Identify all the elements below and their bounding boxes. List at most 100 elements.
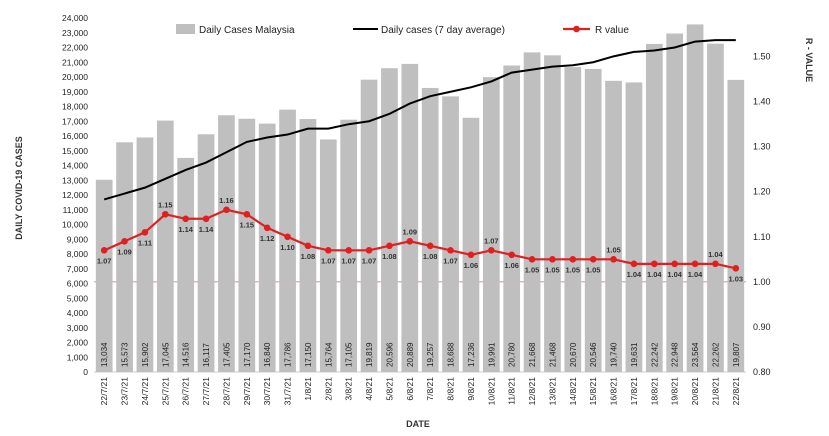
x-axis-tick-label: 8/8/21 bbox=[446, 377, 456, 401]
bars-group bbox=[95, 24, 745, 373]
axes-group: 0 1,000 2,000 3,000 4,000 5,000 6,000 7,000 8,00… bbox=[62, 13, 771, 405]
bar bbox=[544, 55, 561, 373]
r-value-point bbox=[651, 260, 658, 268]
y-axis-left-tick: 14,000 bbox=[62, 161, 88, 171]
r-value-label: 1.07 bbox=[484, 236, 499, 245]
legend: Daily Cases Malaysia Daily cases (7 day a… bbox=[176, 24, 629, 36]
bar bbox=[421, 87, 439, 372]
bar-value-label: 22,948 bbox=[671, 342, 680, 367]
r-value-label: 1.16 bbox=[219, 196, 234, 205]
y-axis-left-tick: 4,000 bbox=[67, 308, 89, 318]
average-line-group bbox=[103, 39, 736, 201]
x-axis-tick-label: 29/7/21 bbox=[242, 377, 252, 406]
y-axis-left-tick: 23,000 bbox=[62, 28, 88, 38]
bar bbox=[625, 82, 643, 372]
r-value-point bbox=[528, 256, 536, 263]
r-value-label: 1.06 bbox=[504, 261, 519, 270]
x-axis-tick-label: 27/7/21 bbox=[201, 377, 211, 406]
r-value-point bbox=[610, 256, 617, 263]
bar-value-label: 17,150 bbox=[304, 342, 313, 367]
bar bbox=[258, 123, 276, 372]
y-axis-left-tick: 8,000 bbox=[67, 249, 89, 259]
r-value-label: 1.12 bbox=[260, 234, 275, 243]
r-value-point bbox=[284, 233, 291, 241]
r-value-label: 1.09 bbox=[403, 227, 418, 236]
y-axis-right-title: R - VALUE bbox=[804, 38, 814, 82]
legend-label-bar: Daily Cases Malaysia bbox=[199, 25, 295, 36]
r-value-label: 1.09 bbox=[117, 247, 132, 256]
r-value-label: 1.11 bbox=[138, 238, 152, 247]
bar bbox=[707, 43, 724, 372]
x-axis-tick-label: 11/8/21 bbox=[507, 377, 517, 405]
x-axis-tick-label: 22/8/21 bbox=[731, 377, 741, 406]
x-axis-tick-label: 25/7/21 bbox=[160, 377, 170, 406]
y-axis-right-tick: 0.90 bbox=[753, 322, 771, 332]
r-value-label: 1.07 bbox=[321, 256, 336, 265]
bar bbox=[401, 63, 419, 373]
y-axis-left-tick: 11,000 bbox=[63, 205, 89, 215]
r-value-label: 1.06 bbox=[464, 261, 479, 270]
r-value-point bbox=[141, 228, 149, 236]
y-axis-left-tick: 7,000 bbox=[67, 264, 89, 274]
y-axis-right-tick: 1.10 bbox=[753, 232, 771, 242]
r-value-point bbox=[202, 215, 210, 223]
r-value-point bbox=[630, 260, 638, 268]
bar-value-label: 22,242 bbox=[650, 342, 659, 367]
bar-value-label: 19,631 bbox=[630, 342, 639, 367]
r-value-point bbox=[549, 256, 556, 263]
r-value-label: 1.05 bbox=[586, 265, 601, 274]
r-value-label: 1.08 bbox=[423, 252, 438, 261]
y-axis-left-tick: 22,000 bbox=[62, 43, 88, 53]
x-axis-tick-label: 7/8/21 bbox=[425, 377, 435, 401]
r-value-point bbox=[162, 210, 169, 218]
r-value-point bbox=[426, 242, 434, 250]
r-value-point bbox=[467, 251, 475, 259]
x-axis-tick-label: 13/8/21 bbox=[547, 377, 557, 406]
bar-value-label: 17,045 bbox=[161, 342, 170, 367]
y-axis-right-tick: 1.40 bbox=[753, 97, 771, 107]
bar-value-label: 23,564 bbox=[691, 342, 700, 367]
r-value-point bbox=[671, 260, 678, 268]
r-value-label: 1.08 bbox=[382, 252, 397, 261]
x-axis-tick-label: 23/7/21 bbox=[120, 377, 130, 406]
bar bbox=[645, 43, 663, 372]
x-axis-tick-label: 22/7/21 bbox=[99, 377, 109, 406]
r-value-label: 1.04 bbox=[647, 270, 662, 279]
bar bbox=[381, 68, 398, 373]
y-axis-left-tick: 15,000 bbox=[62, 146, 88, 156]
y-axis-left-tick: 0 bbox=[83, 367, 88, 377]
bar-value-label: 17,405 bbox=[222, 342, 231, 367]
y-axis-left-tick: 16,000 bbox=[62, 131, 88, 141]
y-axis-left-tick: 3,000 bbox=[67, 323, 89, 333]
r-value-point bbox=[406, 238, 414, 245]
r-value-point bbox=[712, 260, 719, 268]
bar-value-label: 20,670 bbox=[569, 342, 578, 367]
r-value-line-group: 1.07 1.09 1.11 1.15 1.14 1.14 1.16 1.15 1.12 1.10… bbox=[97, 196, 743, 284]
bar bbox=[462, 117, 480, 372]
r-value-label: 1.04 bbox=[688, 270, 703, 279]
r-value-label: 1.04 bbox=[667, 270, 682, 279]
r-value-label: 1.05 bbox=[545, 265, 560, 274]
bar-value-label: 19,991 bbox=[487, 342, 496, 367]
r-value-point bbox=[508, 251, 515, 259]
r-value-point bbox=[121, 238, 128, 245]
x-axis-tick-label: 31/7/21 bbox=[283, 377, 293, 406]
x-axis-tick-label: 16/8/21 bbox=[609, 377, 619, 406]
bar bbox=[340, 119, 358, 372]
bar bbox=[605, 80, 622, 373]
r-value-line bbox=[103, 208, 737, 270]
bar-value-label: 20,889 bbox=[406, 342, 415, 367]
x-axis-tick-label: 2/8/21 bbox=[323, 377, 333, 401]
r-value-point bbox=[386, 242, 393, 250]
bar bbox=[95, 179, 113, 372]
r-value-label: 1.10 bbox=[280, 243, 295, 252]
r-value-point bbox=[100, 247, 108, 254]
r-value-point bbox=[365, 247, 373, 254]
r-value-point bbox=[243, 210, 251, 218]
r-value-point bbox=[589, 256, 597, 263]
bar-value-label: 19,257 bbox=[426, 342, 435, 367]
x-axis-tick-label: 15/8/21 bbox=[588, 377, 598, 406]
r-value-label: 1.03 bbox=[729, 274, 744, 283]
legend-label-r: R value bbox=[595, 25, 629, 36]
x-axis-tick-label: 26/7/21 bbox=[181, 377, 191, 406]
